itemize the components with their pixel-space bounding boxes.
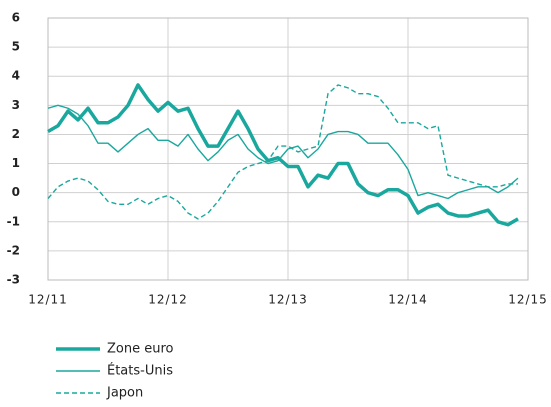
y-tick-label: 3 [12,98,20,112]
x-tick-label: 12/11 [28,293,68,307]
y-tick-label: 2 [12,127,20,141]
series-line [47,104,519,200]
x-tick-label: 12/14 [388,293,428,307]
x-tick-label: 12/13 [268,293,308,307]
y-tick-label: 1 [12,156,20,170]
y-tick-label: 0 [12,185,20,199]
plot-frame [47,17,529,281]
x-tick-label: 12/15 [508,293,548,307]
y-tick-label: -1 [7,214,20,228]
legend-label: Japon [106,386,143,401]
y-tick-label: -2 [7,243,20,257]
series-line [47,84,518,220]
series-line [47,83,519,227]
x-tick-label: 12/12 [148,293,188,307]
legend-label: Zone euro [107,342,174,357]
legend-label: États-Unis [107,363,173,379]
y-tick-label: 6 [12,11,20,25]
y-tick-label: 4 [12,69,20,83]
y-tick-label: 5 [12,40,20,54]
y-tick-label: -3 [7,273,20,287]
